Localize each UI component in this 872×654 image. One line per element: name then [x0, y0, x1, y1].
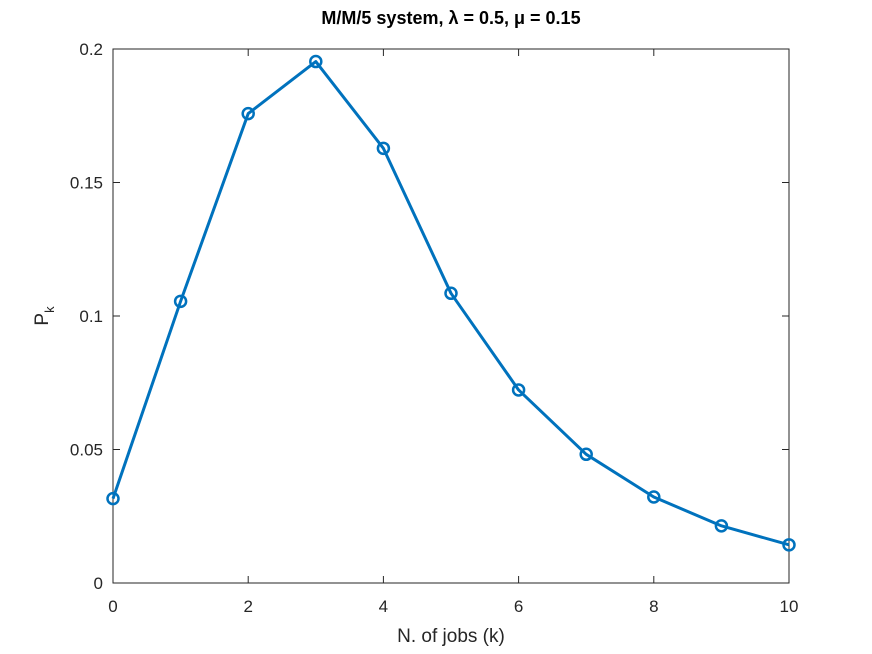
x-tick-label: 0: [108, 597, 117, 616]
data-point-marker: [173, 294, 188, 309]
series-line: [111, 60, 790, 547]
data-point-marker: [579, 447, 593, 462]
x-tick-label: 6: [514, 597, 523, 616]
data-point-marker: [511, 383, 526, 397]
data-point-marker: [782, 538, 796, 552]
plot-series: [106, 54, 796, 552]
y-axis-label: Pk: [32, 306, 57, 326]
data-point-marker: [309, 54, 323, 69]
y-tick-label: 0.05: [70, 441, 103, 460]
y-axis-label-main: P: [32, 313, 53, 326]
x-tick-label: 2: [243, 597, 252, 616]
data-point-marker: [241, 106, 255, 121]
y-axis-label-subscript: k: [42, 306, 57, 313]
y-tick-label: 0.2: [79, 40, 103, 59]
chart-title: M/M/5 system, λ = 0.5, μ = 0.15: [321, 8, 580, 28]
x-tick-label: 8: [649, 597, 658, 616]
data-point-marker: [714, 519, 729, 533]
axis-ticks: 0 2 4 6 8 10 0 0.05 0.1 0.15 0.2: [70, 40, 799, 616]
x-tick-label: 4: [379, 597, 388, 616]
y-tick-label: 0: [94, 574, 103, 593]
data-point-marker: [106, 491, 120, 506]
data-point-marker: [444, 286, 458, 301]
y-tick-label: 0.15: [70, 174, 103, 193]
y-tick-label: 0.1: [79, 307, 103, 326]
data-point-marker: [647, 490, 661, 504]
x-axis-label: N. of jobs (k): [397, 626, 505, 647]
x-tick-label: 10: [780, 597, 799, 616]
data-point-marker: [376, 141, 391, 156]
axes-box: [112, 48, 790, 584]
